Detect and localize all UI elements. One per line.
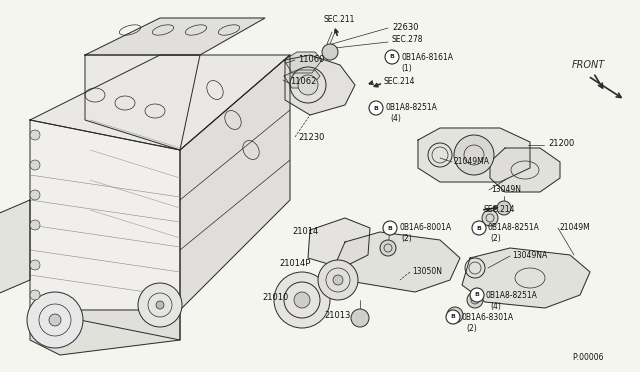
Text: B: B <box>390 55 394 60</box>
Text: P:00006: P:00006 <box>572 353 604 362</box>
Text: 21013: 21013 <box>324 311 350 320</box>
Text: (2): (2) <box>401 234 412 244</box>
Text: 21049M: 21049M <box>560 224 591 232</box>
Text: 21014P: 21014P <box>279 260 310 269</box>
Text: B: B <box>374 106 378 110</box>
Polygon shape <box>308 218 370 268</box>
Polygon shape <box>30 120 180 340</box>
Circle shape <box>30 190 40 200</box>
Text: FRONT: FRONT <box>572 60 605 88</box>
Text: SEC.214: SEC.214 <box>384 77 415 87</box>
Text: 21230: 21230 <box>298 132 324 141</box>
Text: 21049MA: 21049MA <box>454 157 490 167</box>
Text: SEC.214: SEC.214 <box>483 205 515 215</box>
Text: (2): (2) <box>490 234 500 244</box>
Polygon shape <box>335 232 460 292</box>
Polygon shape <box>462 248 590 308</box>
Circle shape <box>447 307 463 323</box>
Text: SEC.278: SEC.278 <box>392 35 424 45</box>
Circle shape <box>482 210 498 226</box>
Circle shape <box>454 135 494 175</box>
Text: B: B <box>477 225 481 231</box>
Circle shape <box>446 310 460 324</box>
Text: 0B1A8-8251A: 0B1A8-8251A <box>486 291 538 299</box>
Circle shape <box>385 50 399 64</box>
Text: 11062: 11062 <box>290 77 316 87</box>
Text: 11060: 11060 <box>298 55 324 64</box>
Text: 13050N: 13050N <box>412 266 442 276</box>
Text: 0B1A8-8251A: 0B1A8-8251A <box>385 103 437 112</box>
Text: 13049NA: 13049NA <box>512 251 547 260</box>
Circle shape <box>467 292 483 308</box>
Circle shape <box>380 240 396 256</box>
Circle shape <box>322 44 338 60</box>
Text: SEC.211: SEC.211 <box>323 16 355 25</box>
Polygon shape <box>418 128 530 182</box>
Polygon shape <box>0 200 30 295</box>
Text: (2): (2) <box>466 324 477 333</box>
Circle shape <box>30 130 40 140</box>
Polygon shape <box>85 55 200 150</box>
Circle shape <box>472 221 486 235</box>
Circle shape <box>351 309 369 327</box>
Circle shape <box>49 314 61 326</box>
Text: 13049N: 13049N <box>491 186 521 195</box>
Polygon shape <box>85 18 265 55</box>
Polygon shape <box>30 310 180 355</box>
Circle shape <box>30 290 40 300</box>
Text: 22630: 22630 <box>392 23 419 32</box>
Text: 0B1A6-8001A: 0B1A6-8001A <box>399 224 451 232</box>
Polygon shape <box>284 70 320 88</box>
Polygon shape <box>30 55 290 150</box>
Circle shape <box>298 75 318 95</box>
Text: 21014: 21014 <box>292 228 318 237</box>
Polygon shape <box>490 148 560 192</box>
Circle shape <box>497 201 511 215</box>
Polygon shape <box>180 55 290 310</box>
Text: 21010: 21010 <box>262 294 288 302</box>
Circle shape <box>274 272 330 328</box>
Text: 0B1A8-8251A: 0B1A8-8251A <box>488 224 540 232</box>
Circle shape <box>333 275 343 285</box>
Text: (4): (4) <box>390 115 401 124</box>
Circle shape <box>470 288 484 302</box>
Circle shape <box>138 283 182 327</box>
Circle shape <box>156 301 164 309</box>
Circle shape <box>27 292 83 348</box>
Circle shape <box>383 221 397 235</box>
Circle shape <box>30 260 40 270</box>
Circle shape <box>369 101 383 115</box>
Text: 0B1A6-8301A: 0B1A6-8301A <box>462 312 514 321</box>
Text: B: B <box>388 225 392 231</box>
Text: 21200: 21200 <box>548 140 574 148</box>
Circle shape <box>30 160 40 170</box>
Text: (1): (1) <box>401 64 412 73</box>
Circle shape <box>30 220 40 230</box>
Circle shape <box>318 260 358 300</box>
Text: B: B <box>451 314 456 320</box>
Text: B: B <box>475 292 479 298</box>
Text: 0B1A6-8161A: 0B1A6-8161A <box>401 52 453 61</box>
Circle shape <box>294 292 310 308</box>
Text: (4): (4) <box>490 301 501 311</box>
Polygon shape <box>284 52 322 73</box>
Polygon shape <box>285 55 355 115</box>
